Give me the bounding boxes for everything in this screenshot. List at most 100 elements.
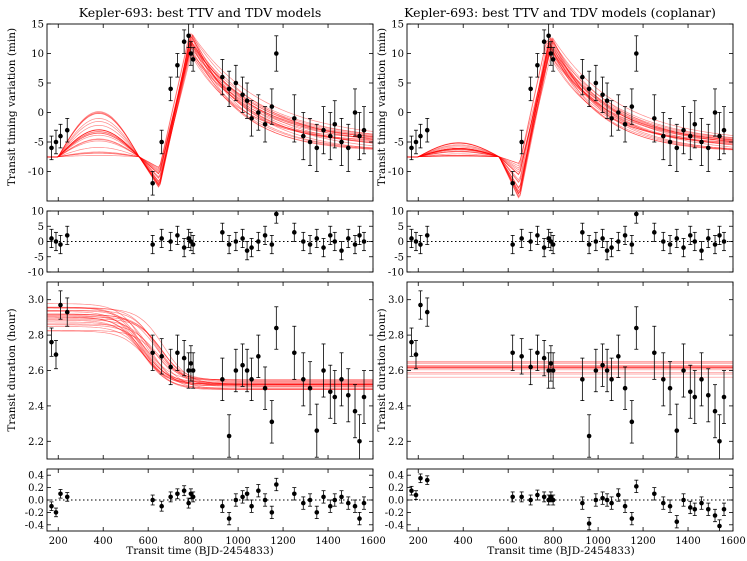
- data-point: [345, 392, 351, 398]
- right-tdv-ylabel: Transit duration (hour): [376, 308, 388, 431]
- data-point: [652, 116, 657, 121]
- model-curve: [47, 313, 373, 382]
- ttv-plot-content: [47, 24, 373, 196]
- model-curve: [47, 40, 373, 173]
- data-point: [519, 236, 524, 241]
- data-point: [661, 377, 666, 382]
- data-point: [307, 242, 313, 247]
- data-point: [345, 145, 351, 151]
- data-point: [418, 133, 423, 139]
- model-curve: [47, 330, 373, 387]
- right-ttv-ylabel: Transit timing variation (min): [376, 28, 388, 186]
- data-point: [190, 494, 196, 500]
- data-point: [181, 355, 187, 361]
- data-point: [712, 408, 718, 414]
- data-point: [233, 497, 239, 503]
- y-tick-label: 2.4: [388, 401, 404, 412]
- x-tick-label: 1200: [270, 536, 295, 547]
- model-curve: [407, 37, 733, 198]
- model-curve: [47, 303, 373, 381]
- data-point: [634, 325, 639, 331]
- data-point: [535, 492, 540, 498]
- data-point: [528, 86, 533, 92]
- x-tick-label: 800: [544, 536, 563, 547]
- data-point: [634, 211, 639, 217]
- data-point: [332, 394, 338, 400]
- data-point: [301, 377, 306, 382]
- data-point: [652, 350, 657, 356]
- data-point: [424, 233, 430, 238]
- model-curve: [47, 316, 373, 385]
- data-point: [413, 492, 419, 498]
- model-curve: [407, 44, 733, 195]
- data-point: [321, 127, 326, 133]
- model-curve: [407, 41, 733, 192]
- x-tick-label: 1400: [675, 536, 700, 547]
- data-point: [159, 139, 164, 145]
- right-chart: -10-5051015-10-505102.22.42.62.83.0-0.4-…: [385, 20, 746, 548]
- data-point: [314, 236, 320, 241]
- model-curve: [47, 43, 373, 179]
- model-curve: [47, 34, 373, 186]
- right-xlabel: Transit time (BJD-2454833): [487, 545, 634, 557]
- y-tick-label: -5: [34, 252, 44, 263]
- model-curve: [47, 310, 373, 390]
- x-tick-label: 1400: [315, 536, 340, 547]
- model-curve: [407, 45, 733, 171]
- data-point: [418, 476, 423, 481]
- data-point: [332, 122, 338, 127]
- data-point: [274, 211, 279, 217]
- y-tick-label: 0: [38, 108, 44, 119]
- data-point: [327, 503, 333, 509]
- data-point: [705, 507, 711, 512]
- model-curve: [47, 326, 373, 391]
- data-point: [634, 484, 639, 489]
- data-point: [634, 51, 639, 56]
- model-curve: [47, 315, 373, 387]
- data-point: [681, 497, 686, 503]
- data-point: [240, 236, 245, 241]
- data-point: [240, 92, 245, 98]
- x-tick-label: 400: [94, 536, 113, 547]
- model-curve: [407, 42, 733, 176]
- y-tick-label: 10: [391, 207, 404, 218]
- data-point: [249, 116, 254, 121]
- data-point: [220, 230, 225, 235]
- tdv_residual-plot-content: [407, 473, 733, 531]
- data-point: [510, 494, 515, 500]
- data-point: [262, 497, 268, 503]
- data-point: [593, 368, 599, 373]
- model-curve: [47, 34, 373, 188]
- y-tick-label: 0: [38, 237, 44, 248]
- tdv-plot-content: [47, 290, 373, 459]
- data-point: [226, 516, 232, 521]
- data-point: [604, 248, 610, 253]
- data-point: [220, 503, 225, 509]
- data-point: [622, 122, 628, 127]
- data-point: [687, 233, 693, 238]
- data-point: [528, 364, 533, 370]
- data-point: [721, 394, 727, 400]
- data-point: [186, 33, 191, 39]
- y-tick-label: 0.0: [388, 496, 404, 507]
- model-curve: [47, 306, 373, 385]
- y-tick-label: 0.2: [28, 483, 44, 494]
- model-curve: [407, 45, 733, 181]
- model-curve: [47, 51, 373, 182]
- data-point: [550, 497, 556, 503]
- model-curve: [47, 36, 373, 175]
- data-point: [175, 350, 180, 356]
- model-curve: [47, 40, 373, 185]
- model-curve: [407, 46, 733, 183]
- data-point: [413, 239, 419, 244]
- left-ttv_residual-panel: -10 -5 0 5 10: [28, 207, 374, 279]
- model-curve: [407, 52, 733, 188]
- data-point: [262, 385, 268, 391]
- model-curve: [407, 47, 733, 198]
- data-point: [546, 368, 551, 373]
- data-point: [535, 63, 540, 68]
- left-ttv-panel: -10 -5 0 5 10 15: [28, 20, 374, 202]
- model-curve: [47, 316, 373, 385]
- data-point: [409, 488, 414, 494]
- model-curve: [407, 51, 733, 164]
